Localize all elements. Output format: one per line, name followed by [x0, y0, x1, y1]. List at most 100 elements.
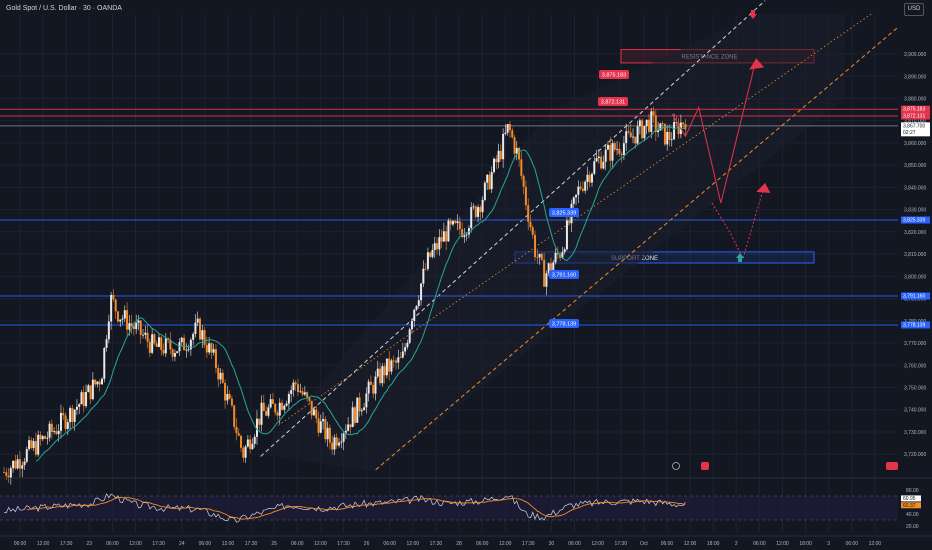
candle-body	[85, 392, 88, 407]
candle-body	[440, 237, 443, 242]
candle-body	[260, 402, 263, 425]
candle-body	[94, 379, 97, 385]
candle-body	[226, 394, 229, 401]
price-tick-label: 3,900.000	[904, 52, 926, 58]
candle-body	[89, 385, 92, 400]
candle-body	[160, 337, 163, 350]
candle-body	[563, 249, 566, 253]
candle-body	[162, 349, 165, 354]
candle-body	[561, 252, 564, 258]
candle-body	[210, 343, 213, 353]
candle-body	[499, 150, 502, 160]
candle-body	[228, 394, 231, 399]
candle-body	[146, 332, 149, 342]
candle-body	[148, 341, 151, 353]
level-label-text: 3,825.339	[552, 211, 576, 217]
candle-body	[433, 243, 436, 250]
candle-body	[169, 340, 172, 350]
candle-body	[308, 397, 311, 401]
candle-body	[46, 437, 49, 439]
price-tick-label: 3,890.000	[904, 74, 926, 80]
time-tick-label: 23	[87, 541, 93, 547]
time-tick-label: 12:00	[499, 541, 512, 547]
time-axis: 06:00 12:00 17:30 23 06:00 12:00 17:30 24 06:00 1…	[0, 535, 932, 547]
candle-body	[618, 148, 621, 154]
candle-body	[128, 323, 131, 330]
channel-layer	[260, 0, 899, 472]
time-tick-label: 26	[364, 541, 370, 547]
candle-body	[388, 358, 391, 372]
candle-body	[82, 392, 85, 407]
candle-body	[87, 385, 90, 393]
candle-body	[349, 424, 352, 428]
candle-body	[449, 220, 452, 225]
candle-body	[522, 175, 525, 187]
flag-icon	[890, 462, 898, 470]
candle-body	[627, 131, 630, 133]
symbol-title: Gold Spot / U.S. Dollar · 30 · OANDA	[6, 5, 122, 12]
rsi-line	[3, 492, 686, 523]
candle-body	[447, 220, 450, 242]
candle-body	[153, 334, 156, 344]
candle-body	[37, 434, 40, 455]
candle-body	[144, 332, 147, 335]
candle-body	[96, 381, 99, 385]
candle-body	[208, 343, 211, 353]
candle-body	[303, 392, 306, 395]
candle-body	[401, 351, 404, 358]
candle-body	[657, 130, 660, 133]
candle-body	[445, 231, 448, 242]
candle-body	[30, 440, 33, 449]
candle-body	[50, 423, 53, 433]
candle-body	[675, 122, 678, 124]
candle-body	[369, 381, 372, 385]
time-tick-label: 25	[271, 541, 277, 547]
candle-body	[390, 360, 393, 372]
time-tick-label: 12:00	[869, 541, 882, 547]
candle-body	[429, 252, 432, 257]
candle-body	[641, 120, 644, 139]
arrow-up-icon	[749, 58, 765, 70]
candle-body	[290, 390, 293, 395]
candle-body	[451, 220, 454, 225]
candle-body	[397, 357, 400, 363]
price-tick-label: 3,830.000	[904, 208, 926, 214]
rsi-ma-line	[26, 496, 686, 520]
candle-body	[661, 123, 664, 125]
candle-body	[654, 115, 657, 133]
candle-body	[616, 148, 619, 150]
candle-body	[379, 368, 382, 384]
price-axis-marker	[901, 321, 930, 329]
candle-body	[483, 182, 486, 200]
price-tick-label: 3,820.000	[904, 230, 926, 236]
candle-body	[540, 253, 543, 260]
candle-body	[119, 319, 122, 322]
candle-body	[121, 318, 124, 320]
candle-body	[353, 407, 356, 423]
candle-body	[112, 294, 115, 300]
candle-body	[139, 320, 142, 336]
currency-badge[interactable]: USD	[904, 3, 924, 16]
candle-body	[588, 174, 591, 183]
candle-body	[292, 382, 295, 391]
time-tick-label: Oct	[640, 541, 648, 547]
candle-body	[66, 422, 69, 429]
candle-body	[41, 436, 44, 440]
candle-body	[347, 424, 350, 431]
candle-body	[513, 137, 516, 154]
time-tick-label: 12:00	[37, 541, 50, 547]
candle-body	[235, 426, 238, 434]
candle-body	[490, 172, 493, 190]
time-tick-label: 17:30	[60, 541, 73, 547]
candle-body	[593, 161, 596, 174]
candle-body	[647, 119, 650, 132]
rsi-tick-label: 20.00	[906, 524, 919, 530]
candle-body	[431, 249, 434, 257]
candle-body	[155, 343, 158, 347]
time-tick-label: 3	[827, 541, 830, 547]
candle-body	[684, 124, 687, 130]
candle-body	[135, 322, 138, 330]
time-tick-label: 17:30	[522, 541, 535, 547]
candle-body	[34, 441, 37, 455]
